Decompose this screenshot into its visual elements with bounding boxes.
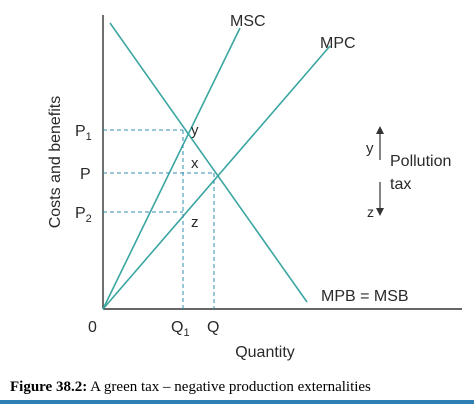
point-x-label: x xyxy=(191,155,199,172)
figure-caption-text: A green tax – negative production extern… xyxy=(90,379,371,395)
p1-label: P1 xyxy=(75,123,92,143)
figure-caption: Figure 38.2: A green tax – negative prod… xyxy=(0,370,474,412)
x-axis-label: Quantity xyxy=(235,344,295,361)
p2-label: P2 xyxy=(75,205,92,225)
msc-label: MSC xyxy=(230,13,266,30)
q-label: Q xyxy=(207,319,219,336)
point-z-label: z xyxy=(191,214,199,231)
point-y-label: y xyxy=(191,122,199,139)
mpc-curve xyxy=(102,45,331,310)
y-axis-label: Costs and benefits xyxy=(47,96,64,229)
figure-number: Figure 38.2: xyxy=(10,379,88,395)
tax-bottom-label: z xyxy=(367,204,374,220)
mpb-msb-curve xyxy=(109,22,308,303)
mpc-label: MPC xyxy=(320,35,356,52)
externality-diagram: MSC MPC MPB = MSB Costs and benefits Qua… xyxy=(47,13,462,361)
msc-curve xyxy=(102,27,241,310)
pollution-tax-label-line1: Pollution xyxy=(390,153,451,170)
pollution-tax-label-line2: tax xyxy=(390,176,411,193)
caption-rule xyxy=(0,400,474,404)
origin-label: 0 xyxy=(88,319,97,336)
tax-top-label: y xyxy=(366,140,374,157)
mpb-msb-label: MPB = MSB xyxy=(321,288,409,305)
p-label: P xyxy=(80,166,91,183)
q1-label: Q1 xyxy=(171,319,190,339)
